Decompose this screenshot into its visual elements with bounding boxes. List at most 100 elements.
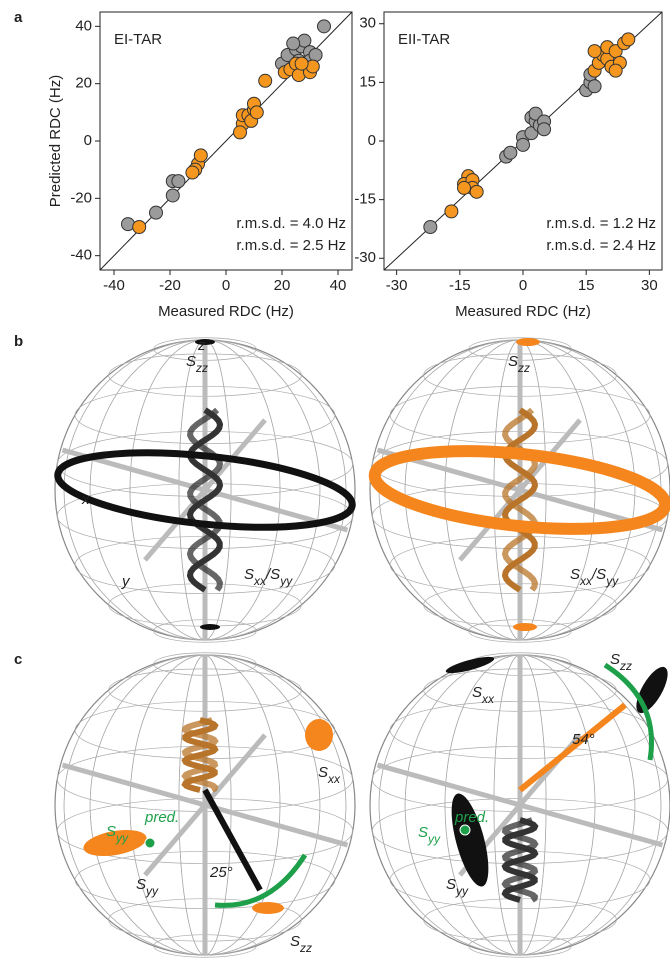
data-point xyxy=(444,204,459,219)
label-part: yy xyxy=(115,831,129,845)
sphere-label: 54° xyxy=(572,731,595,748)
label-part: yy xyxy=(427,832,441,846)
label-part: x xyxy=(81,491,90,508)
label-part: S xyxy=(570,566,580,583)
distribution-band xyxy=(54,449,356,531)
sphere-label: Syy xyxy=(418,824,441,846)
y-tick-label: -15 xyxy=(354,191,376,208)
label-part: zz xyxy=(299,941,312,955)
label-part: xx xyxy=(481,692,495,706)
sphere-label: Szz xyxy=(610,651,632,673)
x-axis-label: Measured RDC (Hz) xyxy=(455,303,591,320)
sphere-label: pred. xyxy=(454,809,489,826)
x-tick-label: 20 xyxy=(274,277,291,294)
annotation: r.m.s.d. = 2.4 Hz xyxy=(546,237,656,254)
helix xyxy=(186,407,224,593)
sphere-label: Szz xyxy=(290,933,312,955)
x-axis-label: Measured RDC (Hz) xyxy=(158,303,294,320)
sphere-label: pred. xyxy=(144,809,179,826)
distribution-cap xyxy=(516,338,540,346)
pred-point xyxy=(459,824,471,836)
vector xyxy=(518,702,627,793)
distribution-cap xyxy=(200,624,220,630)
helix xyxy=(186,407,224,592)
axis xyxy=(143,418,267,562)
y-tick-label: -40 xyxy=(70,247,92,264)
chart-title: EI-TAR xyxy=(114,31,162,48)
label-part: pred. xyxy=(144,809,179,826)
label-part: yy xyxy=(279,574,293,588)
label-part: pred. xyxy=(454,809,489,826)
helix xyxy=(501,407,539,592)
label-part: S xyxy=(186,353,196,370)
label-part: S xyxy=(508,353,518,370)
data-point xyxy=(587,79,602,94)
x-tick-label: 15 xyxy=(578,277,595,294)
data-point xyxy=(587,44,602,59)
sphere-label: Szz xyxy=(186,353,208,375)
data-point xyxy=(308,48,323,62)
data-point xyxy=(149,205,163,220)
y-tick-label: 20 xyxy=(75,75,92,92)
panel-label: a xyxy=(14,9,23,26)
data-point xyxy=(286,36,301,51)
label-part: S xyxy=(610,651,620,668)
annotation: r.m.s.d. = 4.0 Hz xyxy=(236,215,346,232)
y-axis-label: Predicted RDC (Hz) xyxy=(47,75,64,208)
chart-title: EII-TAR xyxy=(398,31,450,48)
label-part: zz xyxy=(517,361,530,375)
sphere-label: Sxx xyxy=(318,764,341,786)
y-tick-label: 30 xyxy=(359,15,376,32)
label-part: S xyxy=(318,764,328,781)
sphere xyxy=(369,652,670,958)
data-point xyxy=(317,19,331,34)
helix xyxy=(501,817,539,903)
helix xyxy=(501,817,539,903)
x-tick-label: -30 xyxy=(386,277,408,294)
vector xyxy=(202,788,263,892)
label-part: xx xyxy=(253,574,267,588)
label-part: S xyxy=(446,876,456,893)
distribution xyxy=(445,656,495,674)
label-part: zz xyxy=(619,659,632,673)
annotation: r.m.s.d. = 1.2 Hz xyxy=(546,215,656,232)
sphere-label: x xyxy=(81,491,90,508)
annotation: r.m.s.d. = 2.5 Hz xyxy=(236,237,346,254)
data-point xyxy=(537,122,552,137)
data-point xyxy=(294,56,309,71)
label-part: S xyxy=(418,824,428,841)
data-point xyxy=(423,220,438,234)
sphere-label: 25° xyxy=(209,864,233,881)
data-point xyxy=(503,145,518,160)
label-part: S xyxy=(472,684,482,701)
label-part: /S xyxy=(265,566,280,583)
data-point xyxy=(249,105,264,120)
sphere xyxy=(54,337,356,643)
label-part: y xyxy=(121,573,131,590)
data-point xyxy=(132,220,147,234)
x-tick-label: 40 xyxy=(330,277,347,294)
sphere xyxy=(54,652,356,958)
sphere-label: y xyxy=(121,573,131,590)
pred-point xyxy=(144,837,156,849)
arrow xyxy=(214,853,308,908)
y-tick-label: 40 xyxy=(75,17,92,34)
label-part: /S xyxy=(591,566,606,583)
x-tick-label: -40 xyxy=(103,277,125,294)
y-tick-label: -30 xyxy=(354,249,376,266)
data-point xyxy=(185,165,200,180)
label-part: yy xyxy=(145,884,159,898)
sphere-label: Sxx/Syy xyxy=(244,566,293,588)
x-tick-label: -15 xyxy=(449,277,471,294)
helix xyxy=(181,717,219,793)
sphere-label: z xyxy=(197,337,206,354)
distribution xyxy=(252,902,284,914)
helix xyxy=(181,717,219,793)
sphere-label: Szz xyxy=(508,353,530,375)
sphere xyxy=(368,337,670,643)
label-part: 54° xyxy=(572,731,595,748)
label-part: S xyxy=(106,823,116,840)
label-part: xx xyxy=(327,772,341,786)
sphere-label: Sxx xyxy=(472,684,495,706)
